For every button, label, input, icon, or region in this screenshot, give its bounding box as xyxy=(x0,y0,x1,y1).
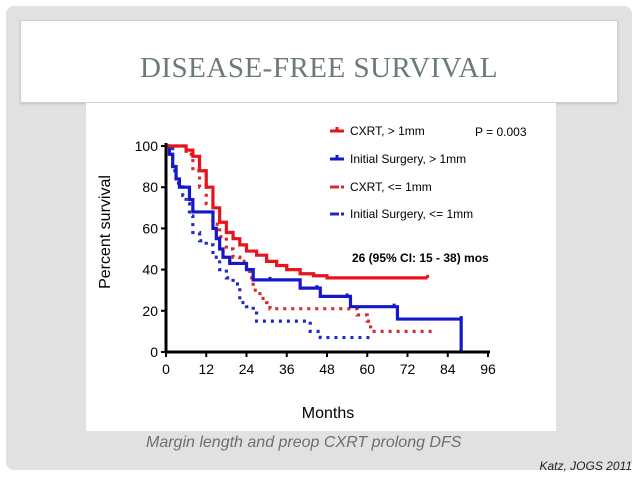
censor-mark xyxy=(204,184,208,188)
legend: CXRT, > 1mm Initial Surgery, > 1mm CXRT, <… xyxy=(330,124,473,221)
censor-mark xyxy=(231,235,235,239)
censor-mark xyxy=(191,153,195,157)
legend-label: Initial Surgery, <= 1mm xyxy=(350,207,473,221)
slide-title: DISEASE-FREE SURVIVAL xyxy=(139,52,499,84)
legend-item: CXRT, > 1mm xyxy=(330,124,425,138)
censor-mark xyxy=(211,225,215,229)
censor-mark xyxy=(218,219,222,223)
x-tick-label: 60 xyxy=(359,361,375,377)
x-tick-label: 48 xyxy=(319,361,335,377)
censor-mark xyxy=(245,266,248,270)
y-tick-label: 20 xyxy=(142,303,158,319)
legend-item: Initial Surgery, > 1mm xyxy=(330,152,466,166)
p-value-annotation: P = 0.003 xyxy=(475,125,527,139)
censor-mark xyxy=(426,274,430,278)
censor-mark xyxy=(345,293,349,297)
legend-swatch-dot xyxy=(341,212,344,216)
x-ticks: 0 12 24 36 48 60 72 84 96 xyxy=(162,352,496,377)
censor-mark xyxy=(265,258,269,262)
censor-mark xyxy=(459,316,463,320)
curves-layer xyxy=(166,144,463,352)
y-tick-label: 100 xyxy=(135,138,159,154)
x-tick-label: 96 xyxy=(480,361,496,377)
chart-panel xyxy=(86,103,556,431)
axes-layer xyxy=(164,143,490,354)
citation: Katz, JOGS 2011 xyxy=(539,459,633,473)
censor-mark xyxy=(285,266,289,270)
legend-swatch-mark xyxy=(335,127,339,130)
y-tick-label: 80 xyxy=(142,179,158,195)
y-tick-label: 60 xyxy=(142,220,158,236)
legend-item: Initial Surgery, <= 1mm xyxy=(330,207,473,221)
censor-mark xyxy=(228,260,232,264)
median-annotation: 26 (95% CI: 15 - 38) mos xyxy=(352,251,489,265)
censor-mark xyxy=(312,272,316,276)
x-axis-label: Months xyxy=(302,405,354,422)
censor-mark xyxy=(177,184,181,188)
x-tick-label: 84 xyxy=(440,361,456,377)
legend-swatch-dot xyxy=(341,185,344,189)
x-tick-label: 12 xyxy=(198,361,214,377)
legend-label: CXRT, > 1mm xyxy=(350,124,425,138)
censor-mark xyxy=(171,163,175,167)
legend-item: CXRT, <= 1mm xyxy=(330,180,432,194)
censor-mark xyxy=(315,285,319,289)
slide-caption: Margin length and preop CXRT prolong DFS xyxy=(146,434,462,451)
y-tick-label: 0 xyxy=(150,344,158,360)
censor-mark xyxy=(191,208,195,212)
y-axis-label: Percent survival xyxy=(97,175,114,289)
title-panel xyxy=(20,20,618,103)
series-line-1 xyxy=(166,144,463,352)
x-tick-label: 0 xyxy=(162,361,170,377)
y-tick-label: 40 xyxy=(142,262,158,278)
series-line-0 xyxy=(166,144,428,280)
censor-mark xyxy=(218,246,222,249)
series-line-3 xyxy=(166,144,374,340)
legend-label: CXRT, <= 1mm xyxy=(350,180,432,194)
x-tick-label: 72 xyxy=(400,361,416,377)
x-tick-label: 24 xyxy=(239,361,255,377)
legend-swatch-mark xyxy=(335,155,339,158)
y-ticks: 0 20 40 60 80 100 xyxy=(135,138,166,360)
x-tick-label: 36 xyxy=(279,361,295,377)
censor-mark xyxy=(392,303,396,307)
legend-label: Initial Surgery, > 1mm xyxy=(350,152,466,166)
censor-mark xyxy=(268,276,272,280)
censor-mark xyxy=(245,248,248,252)
